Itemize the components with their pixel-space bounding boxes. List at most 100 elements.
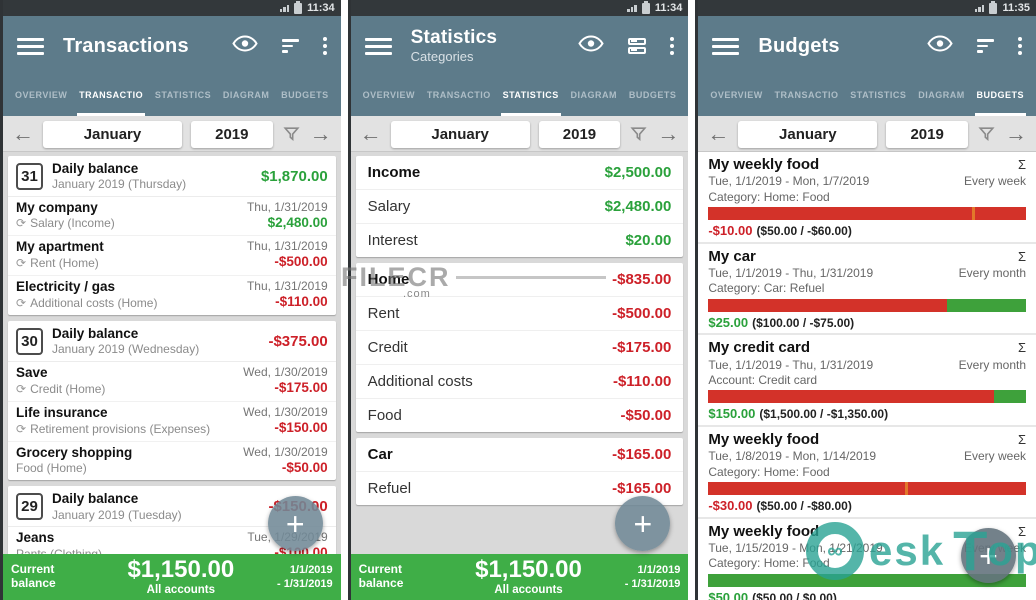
add-transaction-fab[interactable]: + [615,496,671,551]
year-selector[interactable]: 2019 [538,120,621,148]
tab-bar: OVERVIEW TRANSACTIO STATISTICS DIAGRAM B… [3,76,341,116]
budget-limit-marker [972,207,975,221]
tab-transactions[interactable]: TRANSACTIO [426,89,491,100]
daily-balance-row[interactable]: 31 Daily balance January 2019 (Thursday)… [8,156,336,197]
balance-label: Current balance [11,562,56,590]
month-selector[interactable]: January [390,120,530,148]
transaction-row[interactable]: Grocery shopping Food (Home) Wed, 1/30/2… [16,444,328,476]
sum-icon: Σ [1017,523,1027,539]
menu-icon[interactable] [712,37,740,55]
category-row[interactable]: Interest $20.00 [367,232,672,249]
tab-statistics[interactable]: STATISTICS [154,89,212,100]
balance-label: Current balance [358,562,404,590]
tab-budgets[interactable]: BUDGETS [974,76,1027,116]
category-total-row[interactable]: Income $2,500.00 [355,156,684,190]
budget-dates: Tue, 1/15/2019 - Mon, 1/21/2019 [708,540,883,555]
filter-icon[interactable] [977,125,996,144]
transaction-row[interactable]: My company ⟳ Salary (Income) Thu, 1/31/20… [8,197,336,237]
filter-icon[interactable] [629,125,648,144]
month-selector[interactable]: January [738,120,878,148]
transaction-row[interactable]: Life insurance ⟳ Retirement provisions (E… [8,402,336,442]
budget-frequency: Every month [958,265,1027,280]
category-row[interactable]: Salary $2,480.00 [355,190,684,224]
current-balance-bar: Current balance $1,150.00 All accounts 1… [3,554,341,600]
tab-transactions[interactable]: TRANSACTIO [77,76,146,116]
eye-icon[interactable] [927,35,953,57]
day-number: 31 [16,162,43,190]
tab-budgets[interactable]: BUDGETS [628,89,677,100]
sort-icon[interactable] [977,39,995,53]
date-navigation: ← January 2019 → [3,116,341,152]
budget-scope: Category: Home: Food [708,464,830,479]
transaction-row[interactable]: My apartment ⟳ Rent (Home) Thu, 1/31/2019… [8,236,336,277]
status-bar: 11:35 [698,0,1036,16]
budget-item[interactable]: My car Σ Tue, 1/1/2019 - Thu, 1/31/2019 Ev… [698,243,1036,336]
transaction-category: Retirement provisions (Expenses) [30,421,211,436]
menu-icon[interactable] [17,37,44,55]
transaction-amount: -$175.00 [274,379,328,395]
status-bar: 11:34 [350,0,689,16]
eye-icon[interactable] [578,35,604,57]
tab-budgets[interactable]: BUDGETS [281,89,329,100]
date-navigation: ← January 2019 → [698,116,1036,152]
tab-statistics[interactable]: STATISTICS [850,89,907,100]
more-options-icon[interactable] [1018,37,1023,55]
category-row[interactable]: Food -$50.00 [367,407,672,424]
accounts-view-icon[interactable] [628,38,647,54]
category-total-row[interactable]: Car -$165.00 [355,438,684,472]
status-bar: 11:34 [3,0,341,16]
budget-detail: ($50.00 / -$80.00) [756,498,852,513]
tab-overview[interactable]: OVERVIEW [15,89,68,100]
next-period-arrow[interactable]: → [657,121,680,146]
transaction-row[interactable]: Electricity / gas ⟳ Additional costs (Hom… [16,279,328,311]
budget-remaining: -$30.00 [708,497,753,513]
daily-balance-date: January 2019 (Tuesday) [52,507,182,522]
sum-icon: Σ [1017,431,1027,447]
tab-transactions[interactable]: TRANSACTIO [774,89,839,100]
page-subtitle: Categories [410,49,474,65]
budget-frequency: Every month [958,357,1027,372]
budget-item[interactable]: My credit card Σ Tue, 1/1/2019 - Thu, 1/3… [698,335,1036,427]
transaction-row[interactable]: Save ⟳ Credit (Home) Wed, 1/30/2019 -$175… [8,362,336,402]
tab-statistics[interactable]: STATISTICS [500,76,561,116]
category-row[interactable]: Credit -$175.00 [355,331,684,365]
previous-period-arrow[interactable]: ← [359,121,382,146]
transaction-date: Wed, 1/30/2019 [243,404,328,419]
category-total-row[interactable]: Home -$835.00 [355,263,684,297]
signal-icon [974,4,985,12]
year-selector[interactable]: 2019 [886,120,969,148]
budget-scope: Category: Home: Food [708,189,830,204]
eye-icon[interactable] [232,35,258,57]
previous-period-arrow[interactable]: ← [707,121,730,146]
tab-overview[interactable]: OVERVIEW [710,89,763,100]
battery-icon [294,0,303,14]
category-row[interactable]: Rent -$500.00 [355,297,684,331]
more-options-icon[interactable] [670,37,675,55]
add-budget-fab[interactable]: + [961,528,1017,583]
category-row[interactable]: Refuel -$165.00 [367,480,672,497]
add-transaction-fab[interactable]: + [267,496,323,551]
next-period-arrow[interactable]: → [1005,121,1028,146]
month-selector[interactable]: January [43,120,182,148]
battery-icon [641,0,650,14]
daily-balance-date: January 2019 (Thursday) [52,177,187,192]
more-options-icon[interactable] [322,37,327,55]
daily-balance-row[interactable]: 30 Daily balance January 2019 (Wednesday… [8,321,336,362]
budget-item[interactable]: My weekly food Σ Tue, 1/8/2019 - Mon, 1/1… [698,426,1036,519]
menu-icon[interactable] [364,37,392,55]
year-selector[interactable]: 2019 [190,120,273,148]
transaction-amount: -$50.00 [281,459,328,475]
budget-item[interactable]: My weekly food Σ Tue, 1/1/2019 - Mon, 1/7… [698,152,1036,244]
next-period-arrow[interactable]: → [309,121,332,146]
tab-diagram[interactable]: DIAGRAM [222,89,270,100]
tab-diagram[interactable]: DIAGRAM [918,89,965,100]
budget-scope: Account: Credit card [708,372,818,387]
filter-icon[interactable] [282,125,301,144]
sort-icon[interactable] [281,39,299,53]
category-row[interactable]: Additional costs -$110.00 [355,365,684,399]
category-group-card: Car -$165.00 Refuel -$165.00 [355,438,684,505]
transaction-amount: $2,480.00 [267,214,328,230]
previous-period-arrow[interactable]: ← [12,121,34,146]
tab-overview[interactable]: OVERVIEW [362,89,416,100]
tab-diagram[interactable]: DIAGRAM [570,89,618,100]
